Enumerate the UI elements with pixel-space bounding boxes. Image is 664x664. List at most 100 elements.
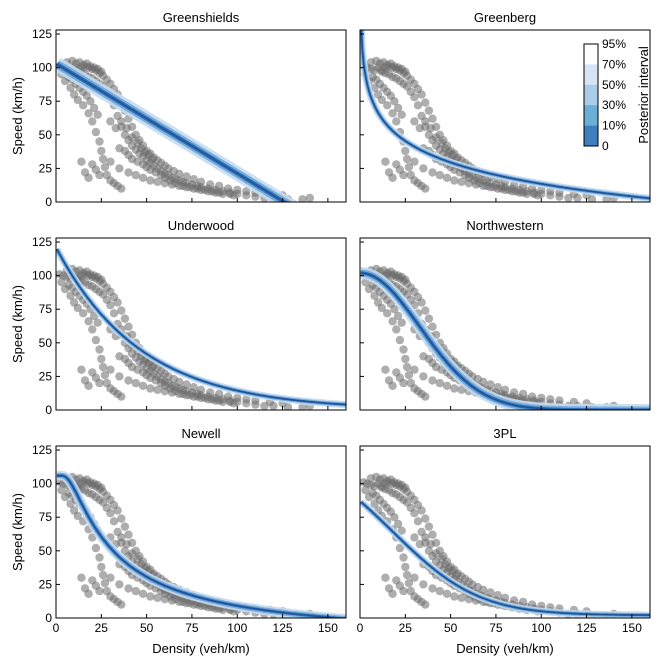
scatter-point <box>122 539 131 549</box>
scatter-point <box>182 599 191 608</box>
axes-frame <box>359 445 651 619</box>
scatter-point <box>479 377 488 386</box>
plot-area <box>56 247 346 410</box>
scatter-point <box>419 164 428 173</box>
scatter-point <box>196 177 206 186</box>
scatter-point <box>486 380 495 389</box>
scatter-point <box>175 377 184 386</box>
scatter-point <box>410 533 419 542</box>
scatter-point <box>189 600 198 609</box>
scatter-point <box>106 573 115 582</box>
scatter-point <box>91 127 101 137</box>
x-axis-label: Density (veh/km) <box>456 641 554 656</box>
scatter-point <box>131 586 140 596</box>
scatter-point <box>421 514 430 523</box>
scatter-point <box>73 303 83 313</box>
y-axis-label: Speed (km/h) <box>10 285 25 363</box>
colorbar-frame <box>583 43 599 147</box>
scatter-point <box>131 170 140 180</box>
x-tick-label: 100 <box>531 621 551 635</box>
scatter-point <box>97 354 106 364</box>
scatter-point <box>84 173 93 182</box>
scatter-point <box>124 168 133 177</box>
x-tick-label: 25 <box>399 621 413 635</box>
scatter-point <box>106 301 115 310</box>
scatter-point <box>450 592 459 601</box>
scatter-point <box>410 157 419 166</box>
scatter-point <box>153 177 162 186</box>
y-tick-label: 50 <box>39 336 53 350</box>
scatter-point <box>242 395 251 404</box>
scatter-point <box>120 522 130 531</box>
scatter-point <box>115 164 124 173</box>
scatter-point <box>421 600 430 609</box>
colorbar-segment <box>584 125 598 147</box>
scatter-point <box>242 187 251 196</box>
panel-title: 3PL <box>493 426 516 441</box>
scatter-point <box>117 392 126 401</box>
scatter-point <box>106 365 115 374</box>
scatter-point <box>431 549 441 558</box>
x-tick-label: 75 <box>489 621 503 635</box>
panel-title: Newell <box>181 426 220 441</box>
scatter-point <box>421 392 430 401</box>
scatter-point <box>86 97 95 106</box>
scatter-point <box>401 483 410 492</box>
y-tick-label: 125 <box>32 443 52 457</box>
scatter-point <box>500 185 510 195</box>
scatter-point <box>127 133 137 142</box>
scatter-point <box>100 162 110 172</box>
scatter-point <box>421 117 430 126</box>
scatter-point <box>106 509 115 518</box>
scatter-point <box>381 573 390 582</box>
scatter-point <box>93 110 102 119</box>
scatter-point <box>167 180 177 189</box>
y-tick-label: 75 <box>39 302 53 316</box>
x-axis-label: Density (veh/km) <box>152 641 250 656</box>
colorbar-segment <box>584 44 598 65</box>
colorbar-tick-label: 95% <box>602 37 626 51</box>
axes-frame <box>359 237 651 411</box>
scatter-point <box>204 603 213 612</box>
plot-area <box>56 56 314 202</box>
scatter-point <box>451 570 461 580</box>
scatter-point <box>399 345 408 354</box>
scatter-points <box>360 264 618 410</box>
panel-northwestern: Northwestern <box>359 218 651 411</box>
scatter-point <box>435 170 444 180</box>
scatter-point <box>410 573 419 582</box>
scatter-point <box>486 588 495 597</box>
y-tick-label: 25 <box>39 577 53 591</box>
scatter-point <box>100 578 110 588</box>
x-tick-label: 100 <box>227 621 247 635</box>
y-tick-label: 0 <box>45 195 52 209</box>
scatter-point <box>377 95 386 105</box>
scatter-point <box>115 372 124 381</box>
scatter-point <box>428 114 437 123</box>
scatter-point <box>426 539 435 549</box>
scatter-point <box>464 179 473 188</box>
scatter-point <box>229 399 238 408</box>
plot-area <box>56 470 346 618</box>
scatter-point <box>401 562 410 572</box>
panel-title: Underwood <box>168 218 235 233</box>
scatter-point <box>106 157 115 166</box>
scatter-point <box>421 533 430 542</box>
scatter-point <box>479 181 488 191</box>
scatter-point <box>124 376 133 385</box>
scatter-point <box>397 526 406 535</box>
y-tick-label: 100 <box>32 477 52 491</box>
scatter-point <box>450 176 459 185</box>
scatter-point <box>381 365 390 374</box>
colorbar-tick-label: 30% <box>602 98 626 112</box>
scatter-point <box>428 584 437 593</box>
axes-frame <box>55 29 347 203</box>
scatter-point <box>388 589 397 598</box>
scatter-point <box>196 385 206 394</box>
scatter-point <box>393 103 403 113</box>
scatter-point <box>88 533 97 542</box>
scatter-point <box>84 589 93 598</box>
scatter-point <box>95 553 104 562</box>
x-tick-label: 150 <box>622 621 642 635</box>
